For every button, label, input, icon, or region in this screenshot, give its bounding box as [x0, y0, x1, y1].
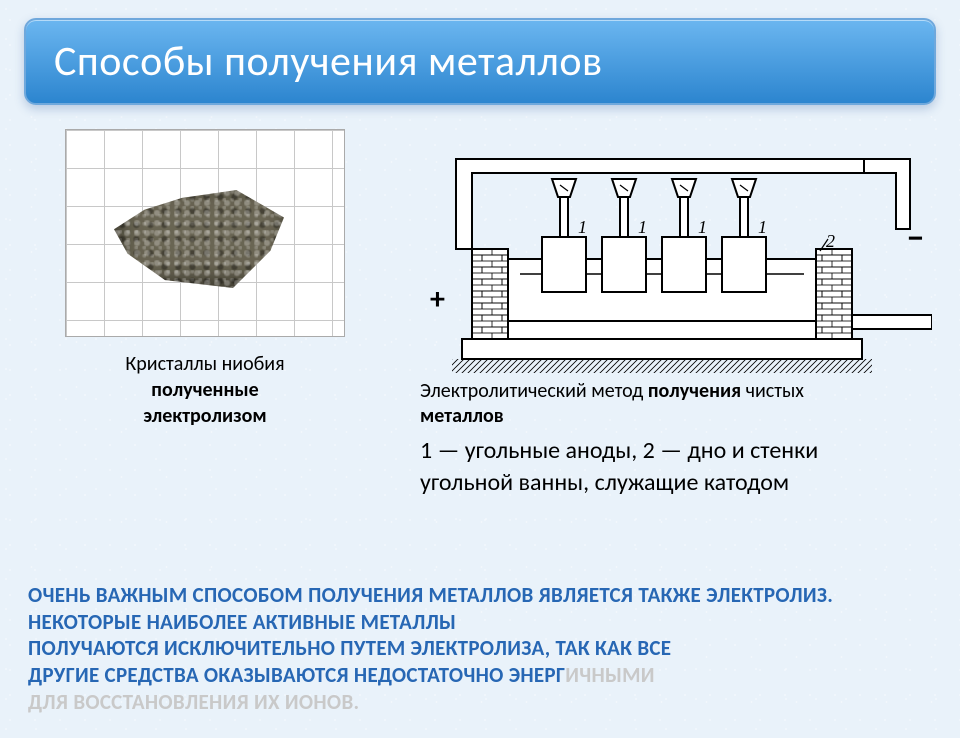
- left-caption-line1: Кристаллы ниобия: [125, 352, 284, 376]
- slide-title: Способы получения металлов: [26, 20, 934, 103]
- caption-r1-d: металлов: [420, 404, 504, 428]
- electrolysis-diagram: 1 1 1 1 2 + −: [412, 129, 932, 379]
- legend-line-1: 1 — угольные аноды, 2 — дно и стенки: [420, 436, 818, 465]
- plus-sign: +: [430, 281, 445, 318]
- anode-label-2: 1: [638, 217, 647, 237]
- left-column: Кристаллы ниобия полученные электролизом: [28, 129, 382, 500]
- caption-r1-a: Электролитический метод: [420, 379, 648, 403]
- left-caption-line3: электролизом: [143, 404, 266, 428]
- anode-label-4: 1: [758, 217, 767, 237]
- left-caption: Кристаллы ниобия полученные электролизом: [28, 351, 382, 429]
- right-column: 1 1 1 1 2 + − Электролитический метод по…: [412, 129, 932, 500]
- anode-label-3: 1: [698, 217, 707, 237]
- right-legend: 1 — угольные аноды, 2 — дно и стенки уго…: [420, 435, 932, 500]
- anode-label-1: 1: [578, 217, 587, 237]
- content-row: Кристаллы ниобия полученные электролизом: [0, 125, 960, 500]
- slide-title-box: Способы получения металлов: [24, 18, 936, 105]
- bottom-paragraph: Очень важным способом получения металлов…: [28, 582, 932, 716]
- right-caption-method: Электролитический метод получения чистых…: [420, 379, 932, 429]
- niobium-photo: [65, 129, 345, 337]
- minus-sign: −: [907, 218, 924, 259]
- caption-r1-c: чистых: [741, 379, 804, 403]
- caption-r1-b: получения: [648, 379, 741, 403]
- legend-line-2: угольной ванны, служащие катодом: [420, 468, 789, 497]
- left-caption-line2a: полученные: [151, 378, 258, 402]
